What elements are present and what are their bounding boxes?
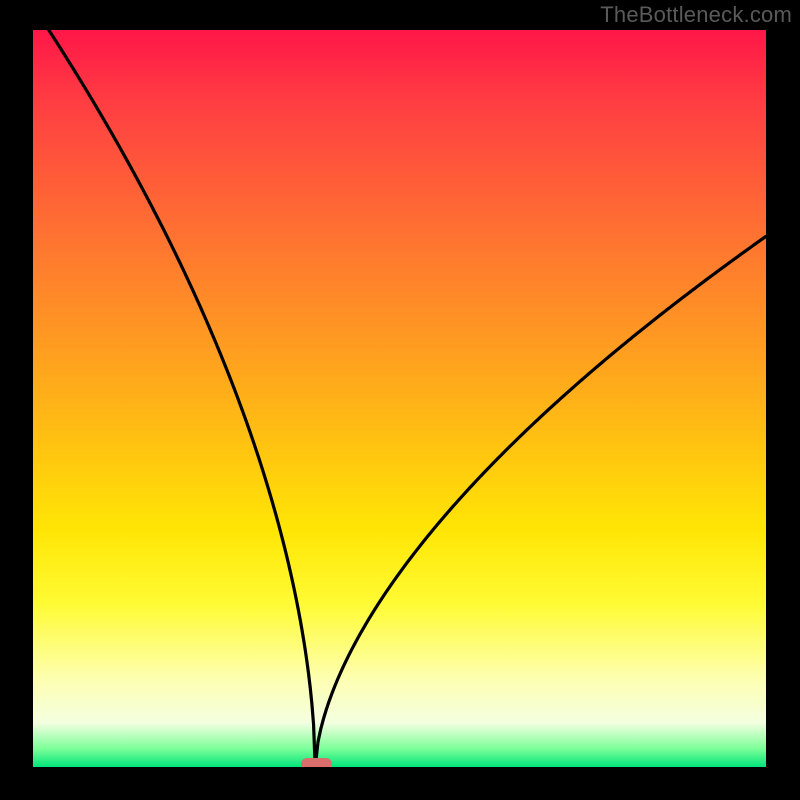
right-curve: [315, 236, 766, 767]
left-curve: [49, 30, 315, 767]
plot-area: [33, 30, 766, 767]
watermark-text: TheBottleneck.com: [600, 2, 792, 28]
curves-svg: [33, 30, 766, 767]
chart-container: TheBottleneck.com: [0, 0, 800, 800]
optimum-marker: [301, 758, 332, 767]
